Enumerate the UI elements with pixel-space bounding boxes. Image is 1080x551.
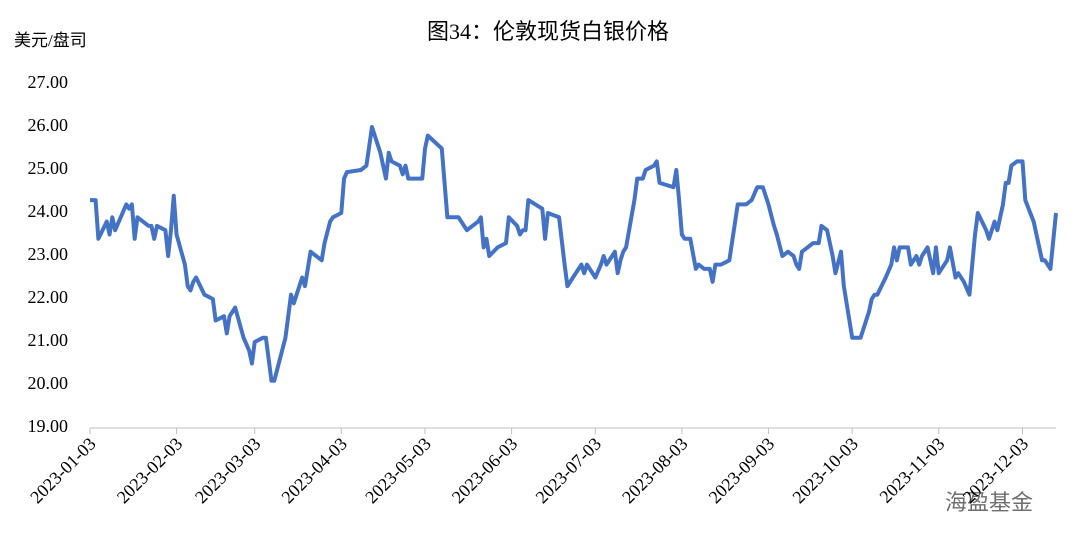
y-tick-label: 19.00: [28, 416, 69, 436]
x-tick-label: 2023-11-03: [875, 434, 948, 507]
y-tick-label: 20.00: [28, 373, 69, 393]
x-tick-label: 2023-09-03: [705, 434, 779, 508]
y-tick-label: 24.00: [28, 201, 69, 221]
y-tick-label: 27.00: [28, 72, 69, 92]
x-tick-label: 2023-06-03: [448, 434, 522, 508]
x-tick-label: 2023-02-03: [113, 434, 187, 508]
x-tick-label: 2023-04-03: [277, 434, 351, 508]
y-tick-label: 22.00: [28, 287, 69, 307]
y-tick-label: 23.00: [28, 244, 69, 264]
y-tick-label: 26.00: [28, 115, 69, 135]
x-tick-label: 2023-03-03: [191, 434, 265, 508]
watermark: 海盈基金: [945, 490, 1033, 515]
x-tick-label: 2023-10-03: [788, 434, 862, 508]
chart-title: 图34：伦敦现货白银价格: [427, 19, 669, 44]
x-tick-label: 2023-05-03: [361, 434, 435, 508]
x-tick-label: 2023-07-03: [532, 434, 606, 508]
line: [90, 125, 1058, 383]
y-tick-label: 25.00: [28, 158, 69, 178]
y-axis-label: 美元/盘司: [14, 31, 87, 50]
x-tick-label: 2023-01-03: [26, 434, 100, 508]
x-tick-label: 2023-08-03: [618, 434, 692, 508]
y-tick-label: 21.00: [28, 330, 69, 350]
